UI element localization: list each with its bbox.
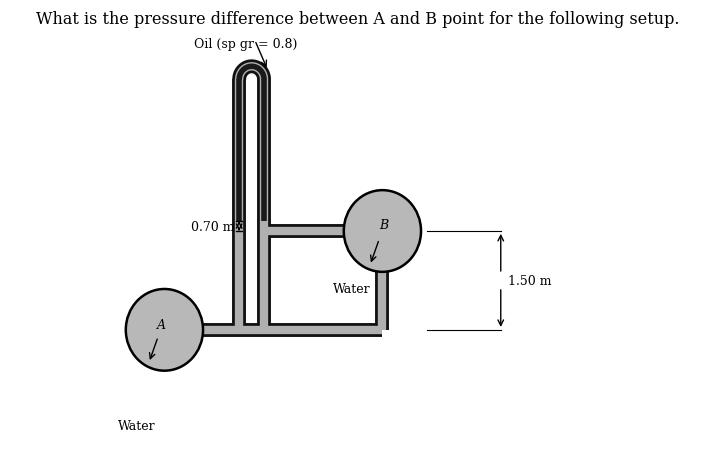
Text: 1.50 m: 1.50 m <box>508 274 552 288</box>
Text: Oil (sp gr = 0.8): Oil (sp gr = 0.8) <box>194 38 297 50</box>
Text: Water: Water <box>332 283 370 296</box>
Ellipse shape <box>344 191 421 272</box>
Ellipse shape <box>126 289 203 371</box>
Text: 0.70 m: 0.70 m <box>191 220 235 233</box>
Text: What is the pressure difference between A and B point for the following setup.: What is the pressure difference between … <box>36 11 679 28</box>
Text: Water: Water <box>117 419 155 432</box>
Text: B: B <box>379 219 388 232</box>
Text: A: A <box>157 319 166 332</box>
